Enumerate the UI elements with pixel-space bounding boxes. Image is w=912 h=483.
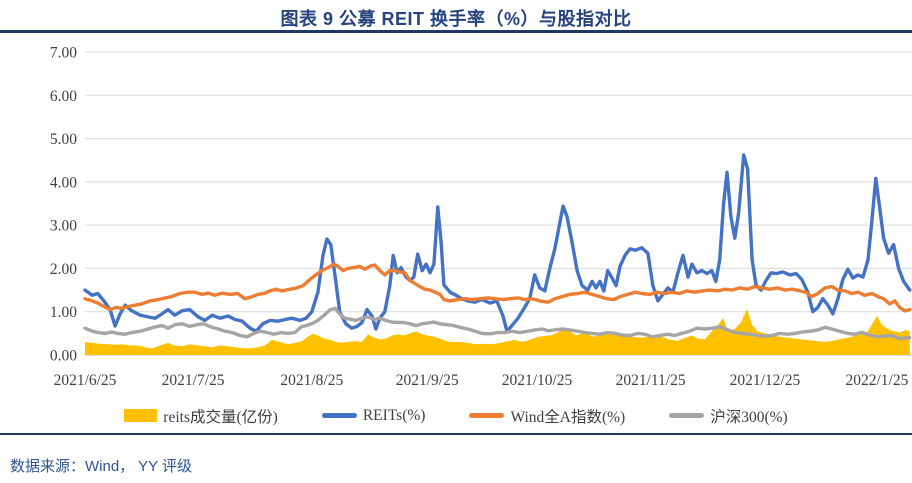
svg-text:2022/1/25: 2022/1/25	[845, 372, 908, 389]
chart-title: 图表 9 公募 REIT 换手率（%）与股指对比	[280, 9, 632, 29]
legend: reits成交量(亿份) REITs(%) Wind全A指数(%) 沪深300(%)	[0, 399, 912, 433]
legend-item: reits成交量(亿份)	[124, 405, 278, 427]
svg-text:2021/11/25: 2021/11/25	[616, 372, 686, 389]
legend-item: Wind全A指数(%)	[469, 405, 625, 427]
svg-text:2021/10/25: 2021/10/25	[502, 372, 573, 389]
svg-text:2021/7/25: 2021/7/25	[162, 372, 225, 389]
turnover-comparison-chart: 0.00 1.00 2.00 3.00 4.00 5.00 6.00 7.00 2021/6/2…	[50, 44, 912, 389]
legend-swatch-line	[669, 413, 705, 418]
svg-text:2021/9/25: 2021/9/25	[396, 372, 459, 389]
svg-text:5.00: 5.00	[50, 131, 77, 148]
legend-swatch-line	[321, 413, 357, 418]
source-note: 数据来源：Wind， YY 评级	[10, 457, 192, 475]
legend-label: 沪深300(%)	[710, 408, 788, 426]
svg-text:2021/6/25: 2021/6/25	[54, 372, 117, 389]
legend-item: 沪深300(%)	[669, 405, 788, 427]
svg-text:1.00: 1.00	[50, 304, 77, 321]
legend-label: Wind全A指数(%)	[510, 408, 626, 426]
svg-text:4.00: 4.00	[50, 174, 77, 191]
svg-text:6.00: 6.00	[50, 87, 77, 104]
legend-swatch-area	[124, 409, 158, 422]
legend-label: REITs(%)	[362, 406, 426, 424]
svg-text:2.00: 2.00	[50, 260, 77, 277]
legend-item: REITs(%)	[321, 406, 426, 425]
footer-divider	[0, 432, 912, 435]
svg-text:2021/12/25: 2021/12/25	[730, 372, 801, 389]
svg-text:7.00: 7.00	[50, 44, 77, 61]
svg-text:3.00: 3.00	[50, 217, 77, 234]
legend-swatch-line	[469, 413, 505, 418]
legend-label: reits成交量(亿份)	[163, 408, 278, 426]
svg-text:0.00: 0.00	[50, 347, 77, 364]
svg-text:2021/8/25: 2021/8/25	[280, 372, 343, 389]
title-divider	[0, 30, 912, 33]
